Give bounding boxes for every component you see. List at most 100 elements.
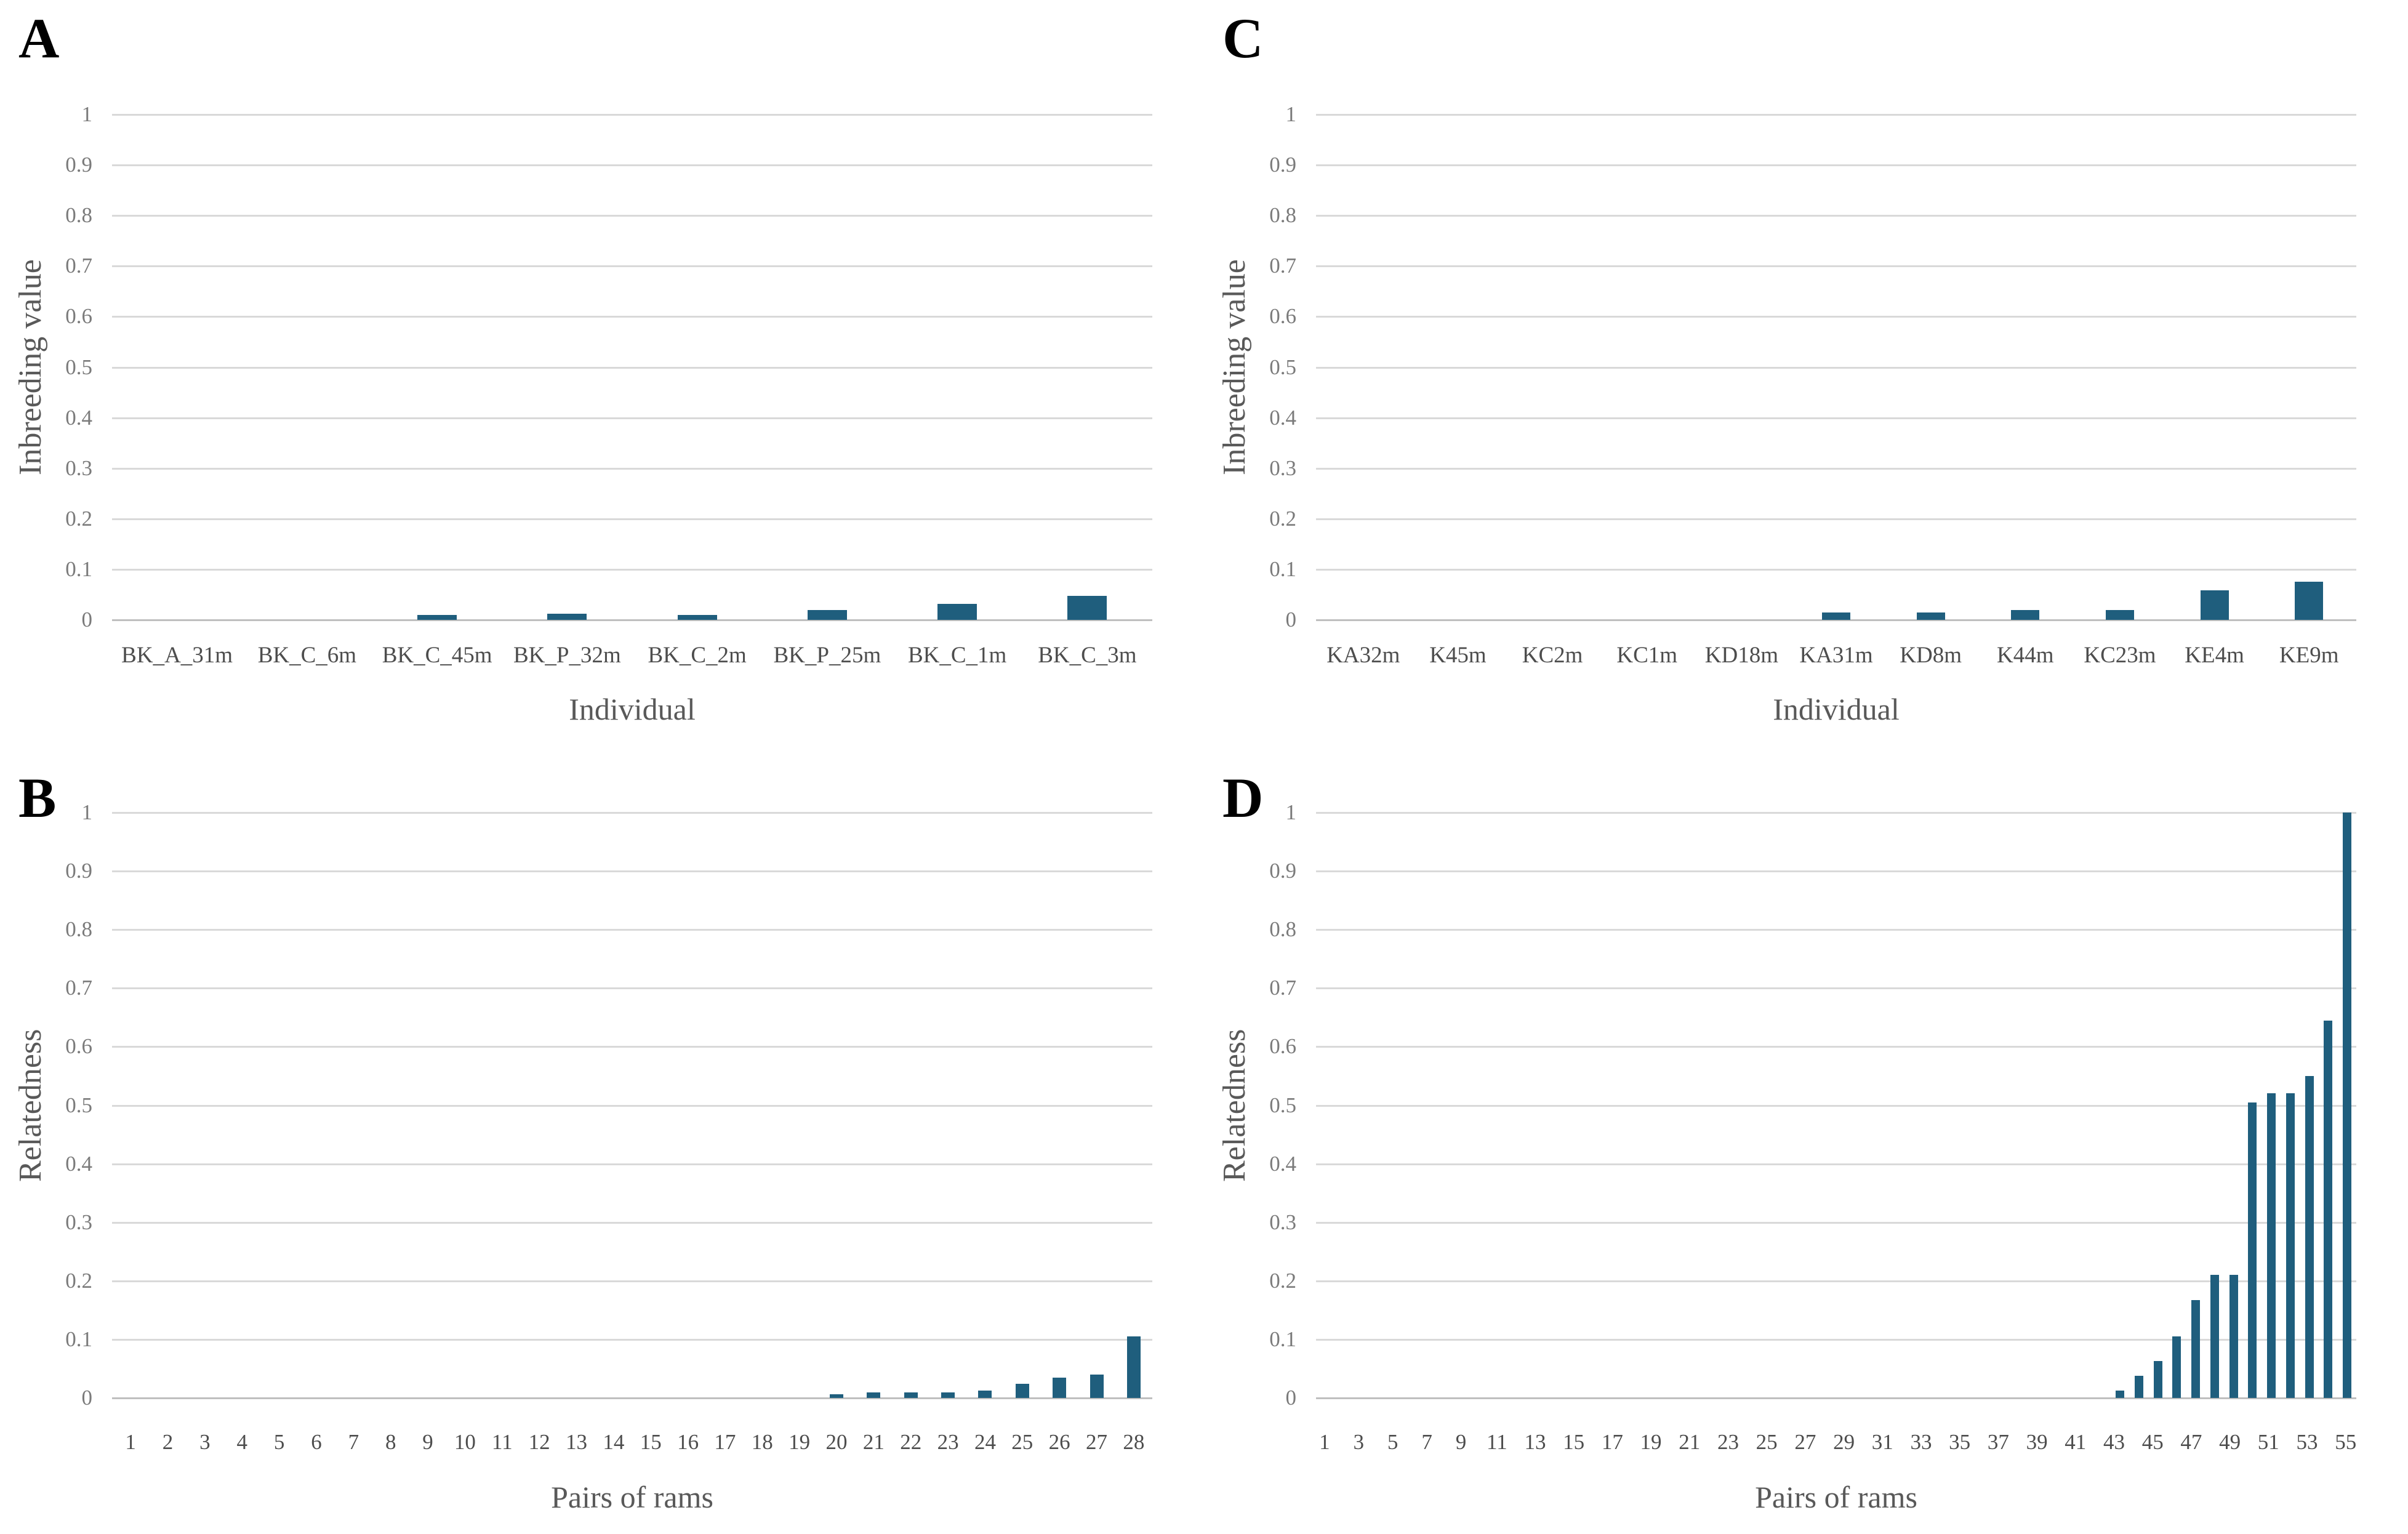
y-tick-label: 0.9 — [1269, 153, 1296, 177]
gridline — [1316, 417, 2356, 419]
bar-slot — [521, 813, 558, 1398]
x-tick-label: 16 — [677, 1430, 699, 1454]
x-tick-label: 7 — [348, 1430, 359, 1454]
bar-slot — [1978, 813, 1997, 1398]
bar-slot — [2130, 813, 2149, 1398]
x-tick-label: 23 — [1717, 1430, 1739, 1454]
panel-d-y-axis-title: Relatedness — [1217, 1029, 1252, 1182]
panel-b-plot-area: Relatedness 1 0.9 0.8 0.7 0.6 0.5 0.4 0.3 0.2 0.1… — [13, 800, 1152, 1514]
x-tick-label: K44m — [1997, 643, 2054, 668]
bar-slot — [744, 813, 781, 1398]
x-tick-label — [2009, 1430, 2026, 1455]
y-tick-label: 0.8 — [1269, 917, 1296, 942]
bar — [2324, 1020, 2333, 1398]
bar-slot — [818, 813, 855, 1398]
x-tick-label: 3 — [199, 1430, 211, 1454]
bar-slot — [372, 813, 409, 1398]
x-tick-label: 43 — [2103, 1430, 2125, 1454]
x-tick-label: 4 — [236, 1430, 248, 1454]
gridline — [112, 1046, 1152, 1048]
bar-slot — [1808, 813, 1827, 1398]
bar — [2286, 1093, 2295, 1398]
bar-slot — [632, 114, 762, 620]
y-tick-label: 0.9 — [1269, 859, 1296, 883]
panel-b: B Relatedness 1 0.9 0.8 0.7 0.6 0.5 0.4 0.3 0.2 0… — [0, 767, 1204, 1534]
bar — [2305, 1075, 2314, 1398]
x-tick-label: 8 — [385, 1430, 396, 1454]
bar-slot — [2205, 813, 2225, 1398]
x-tick-label: 9 — [1455, 1430, 1467, 1454]
bar-slot — [2073, 114, 2167, 620]
bar-slot — [1864, 813, 1884, 1398]
gridline — [112, 164, 1152, 167]
x-tick-label — [2279, 1430, 2297, 1455]
bar-slot — [707, 813, 744, 1398]
bar — [2210, 1275, 2219, 1398]
x-tick-label — [1700, 1430, 1717, 1455]
x-tick-label: 19 — [789, 1430, 811, 1454]
gridline — [1316, 215, 2356, 217]
bar-slot — [1903, 813, 1922, 1398]
y-tick-label: 0 — [1285, 608, 1297, 632]
panel-a-gridlines: 1 0.9 0.8 0.7 0.6 0.5 0.4 0.3 0.2 0.1 0 — [65, 102, 1152, 632]
gridline — [112, 265, 1152, 268]
x-tick-label: 18 — [751, 1430, 773, 1454]
y-tick-label: 0.9 — [65, 153, 92, 177]
x-tick-label: 3 — [1353, 1430, 1365, 1454]
bar-slot — [1619, 813, 1638, 1398]
bar — [2343, 813, 2352, 1398]
y-tick-label: 0.5 — [65, 1093, 92, 1117]
panel-b-bars — [112, 813, 1152, 1398]
x-tick-label: 37 — [1987, 1430, 2009, 1454]
panel-b-x-axis-title: Pairs of rams — [551, 1480, 713, 1514]
x-tick-label — [1546, 1430, 1563, 1455]
y-tick-label: 1 — [1285, 800, 1297, 824]
bar — [2172, 1336, 2181, 1398]
x-tick-label: 11 — [491, 1430, 513, 1454]
bar-slot — [484, 813, 521, 1398]
bar-slot — [1411, 813, 1430, 1398]
bar-slot — [112, 813, 149, 1398]
x-tick-label: KC2m — [1522, 643, 1583, 668]
x-tick-label: KE9m — [2279, 643, 2339, 668]
bar-slot — [1600, 813, 1619, 1398]
bar-slot — [260, 813, 297, 1398]
bar-slot — [1695, 813, 1714, 1398]
gridline — [1316, 568, 2356, 571]
bar-slot — [2338, 813, 2357, 1398]
x-tick-label: BK_C_3m — [1038, 643, 1137, 668]
bar-slot — [1789, 114, 1884, 620]
bar — [867, 1392, 881, 1398]
bar-slot — [409, 813, 446, 1398]
y-tick-label: 0.5 — [1269, 355, 1296, 379]
bar-slot — [595, 813, 632, 1398]
bar-slot — [502, 114, 632, 620]
x-tick-label — [1435, 1430, 1453, 1455]
gridline — [112, 316, 1152, 318]
y-tick-label: 0.6 — [65, 1034, 92, 1059]
x-axis-baseline — [1316, 619, 2356, 621]
x-tick-label: 21 — [862, 1430, 885, 1454]
x-tick-label: 6 — [311, 1430, 322, 1454]
bar-slot — [781, 813, 817, 1398]
x-tick-label: 35 — [1949, 1430, 1971, 1454]
bar-slot — [2224, 813, 2243, 1398]
panel-a: A Inbreeding value 1 0.9 0.8 0.7 0.6 0.5 0.4 0.… — [0, 0, 1204, 767]
x-tick-label — [1893, 1430, 1911, 1455]
x-tick-label: 51 — [2257, 1430, 2279, 1454]
bar-slot — [298, 813, 335, 1398]
bar — [2267, 1093, 2276, 1398]
y-tick-label: 0.2 — [65, 506, 92, 531]
x-tick-label: 26 — [1048, 1430, 1070, 1454]
bar-slot — [1637, 813, 1656, 1398]
panel-c-letter: C — [1222, 7, 1264, 70]
x-tick-label — [1507, 1430, 1525, 1455]
y-tick-label: 0.7 — [65, 254, 92, 278]
gridline — [112, 518, 1152, 520]
panel-d: D Relatedness 1 0.9 0.8 0.7 0.6 0.5 0.4 0.3 0.2 0… — [1204, 767, 2408, 1534]
bar-slot — [1392, 813, 1411, 1398]
bar-slot — [1078, 813, 1115, 1398]
bar-slot — [2148, 813, 2167, 1398]
gridline — [112, 366, 1152, 369]
